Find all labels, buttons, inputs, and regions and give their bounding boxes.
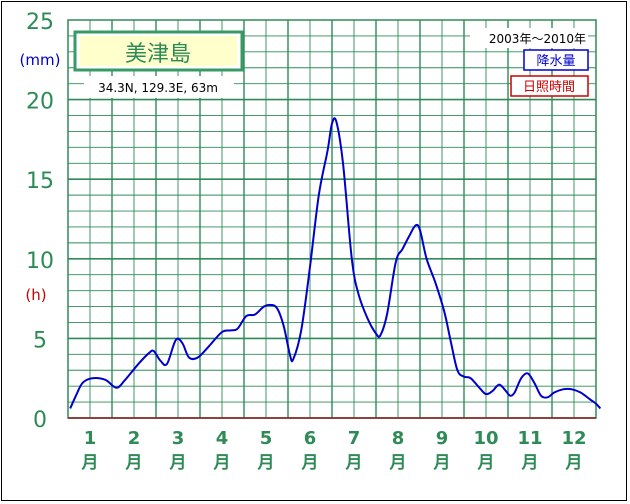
x-tick-month-suffix: 月 [125,453,143,473]
x-tick-month-suffix: 月 [565,453,583,473]
series-precipitation-line [69,117,602,410]
x-tick-month-number: 4 [216,428,229,449]
x-tick-month-suffix: 月 [345,453,363,473]
legend-sunshine-label: 日照時間 [523,80,575,95]
x-tick-month-number: 12 [561,428,586,449]
x-tick-month-suffix: 月 [81,453,99,473]
x-tick-month-number: 10 [473,428,498,449]
x-tick-month-suffix: 月 [213,453,231,473]
station-name: 美津島 [125,42,191,67]
y-tick-labels: 0 5 10 15 20 25 [26,10,54,433]
x-tick-month-suffix: 月 [477,453,495,473]
x-tick-month-number: 9 [436,428,449,449]
x-tick-month-number: 1 [84,428,97,449]
y-tick-label: 15 [26,169,54,194]
legend-precipitation-label: 降水量 [536,54,575,69]
x-tick-month-suffix: 月 [169,453,187,473]
x-tick-month-suffix: 月 [257,453,275,473]
x-tick-month-suffix: 月 [301,453,319,473]
station-box-fill [80,36,237,66]
station-location: 34.3N, 129.3E, 63m [98,81,218,95]
x-tick-month-suffix: 月 [521,453,539,473]
period-label: 2003年〜2010年 [489,32,586,46]
legend-precipitation-box [523,49,589,71]
y-tick-label: 25 [26,10,54,35]
location-bg [84,76,234,98]
y-tick-label: 20 [26,90,54,115]
y-tick-label: 5 [33,328,47,353]
legend-sunshine-box [510,75,589,97]
x-tick-month-number: 11 [517,428,542,449]
x-tick-month-number: 5 [260,428,273,449]
x-tick-month-number: 3 [172,428,185,449]
x-tick-month-suffix: 月 [389,453,407,473]
x-tick-month-number: 8 [392,428,405,449]
y-tick-label: 10 [26,249,54,274]
x-tick-month-number: 6 [304,428,317,449]
y-unit-precipitation: (mm) [20,51,61,69]
x-tick-month-number: 2 [128,428,141,449]
x-tick-month-number: 7 [348,428,361,449]
x-tick-labels: 1 月 2 月 3 月 4 月 5 月 6 月 7 月 8 月 9 月 10 月 11 月 12 月 [81,428,587,473]
y-tick-label: 0 [33,408,47,433]
y-unit-sunshine: (h) [25,286,46,304]
x-tick-month-suffix: 月 [433,453,451,473]
period-bg [470,28,588,48]
